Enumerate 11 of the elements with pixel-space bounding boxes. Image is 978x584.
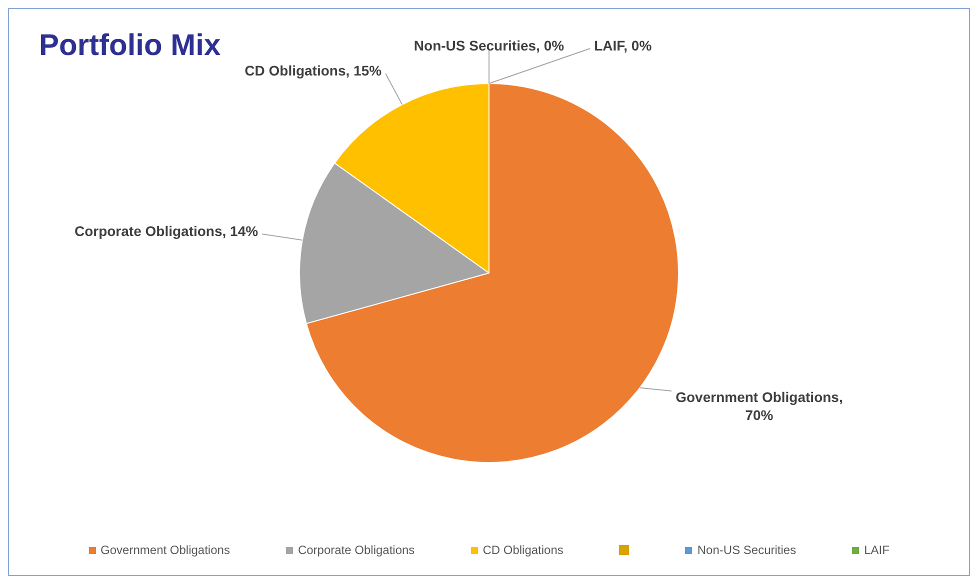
text: LAIF, 0%: [594, 37, 652, 54]
legend-label: CD Obligations: [482, 543, 564, 557]
legend-label: Government Obligations: [100, 543, 230, 557]
legend-label: LAIF: [864, 543, 890, 557]
chart-title: Portfolio Mix: [39, 29, 221, 63]
text: Non-US Securities, 0%: [414, 37, 564, 54]
data-label: CD Obligations, 15%: [244, 62, 382, 78]
legend-label: Corporate Obligations: [298, 543, 415, 557]
data-label: Government Obligations, 70%: [676, 388, 843, 423]
legend-label: Non-US Securities: [697, 543, 796, 557]
data-label: Corporate Obligations, 14%: [74, 222, 259, 239]
